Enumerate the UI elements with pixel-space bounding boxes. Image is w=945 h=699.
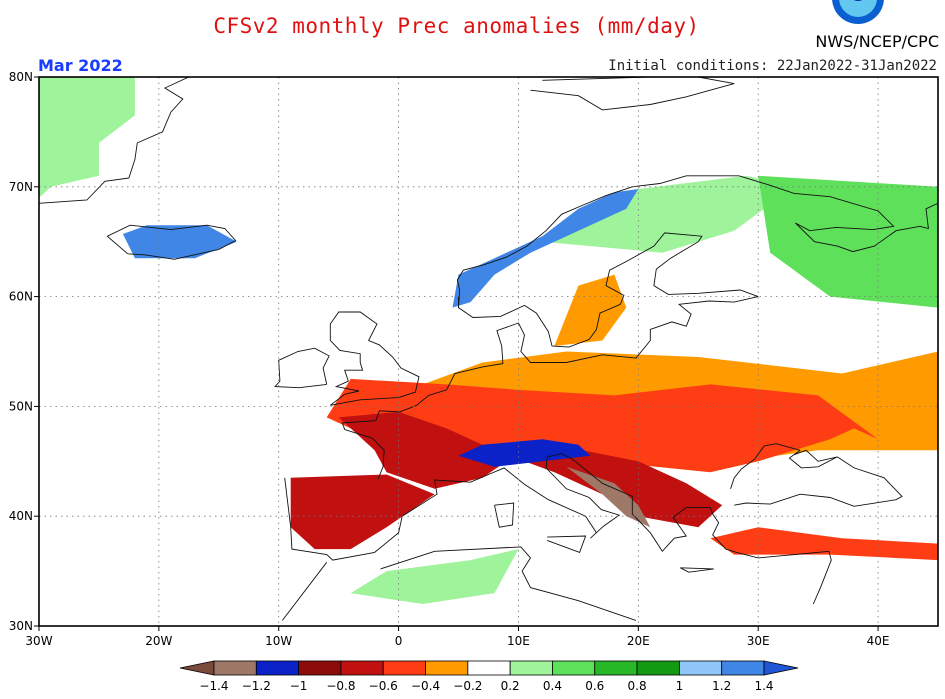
axis-ticks: 30W 20W 10W 0 10E 20E 30E 40E 30N 40N 50N 60N 70N 80N bbox=[9, 70, 890, 648]
colorbar-high-arrow bbox=[763, 660, 799, 676]
lon-tick-label: 20E bbox=[627, 634, 650, 648]
lat-tick-label: 30N bbox=[9, 619, 33, 633]
colorbar-swatch bbox=[636, 660, 680, 676]
lat-tick-label: 70N bbox=[9, 180, 33, 194]
colorbar-swatch bbox=[382, 660, 426, 676]
colorbar-label: −0.8 bbox=[326, 679, 355, 693]
colorbar-low-arrow bbox=[179, 660, 215, 676]
colorbar-label: −1 bbox=[290, 679, 308, 693]
region-turkey bbox=[710, 527, 938, 561]
colorbar-swatch bbox=[594, 660, 638, 676]
colorbar-swatch bbox=[552, 660, 596, 676]
colorbar-label: 1 bbox=[676, 679, 684, 693]
coastlines bbox=[39, 77, 938, 621]
colorbar-label: −1.4 bbox=[199, 679, 228, 693]
colorbar-label: 1.4 bbox=[754, 679, 773, 693]
lon-tick-label: 10W bbox=[265, 634, 292, 648]
lon-tick-label: 0 bbox=[395, 634, 403, 648]
colorbar-label: 0.6 bbox=[585, 679, 604, 693]
region-greenland-coast bbox=[39, 77, 135, 198]
region-north-africa bbox=[350, 549, 519, 604]
map-frame bbox=[38, 76, 939, 627]
region-northwest-russia bbox=[758, 175, 938, 308]
colorbar-label: −0.2 bbox=[453, 679, 482, 693]
lat-tick-label: 60N bbox=[9, 290, 33, 304]
colorbar-swatch bbox=[509, 660, 553, 676]
lon-tick-label: 10E bbox=[507, 634, 530, 648]
lon-tick-label: 40E bbox=[867, 634, 890, 648]
map-title: CFSv2 monthly Prec anomalies (mm/day) bbox=[213, 14, 700, 38]
colorbar-label: −1.2 bbox=[242, 679, 271, 693]
initial-conditions-label: Initial conditions: 22Jan2022-31Jan2022 bbox=[608, 58, 937, 74]
colorbar-swatch bbox=[721, 660, 765, 676]
region-balkans bbox=[566, 466, 651, 528]
colorbar-swatch bbox=[425, 660, 469, 676]
colorbar: −1.4 −1.2 −1 −0.8 −0.6 −0.4 −0.2 0.2 0.4 0.6 0.8 1 1… bbox=[179, 660, 799, 693]
colorbar-label: 0.4 bbox=[543, 679, 562, 693]
colorbar-swatch bbox=[255, 660, 300, 676]
region-iberia bbox=[290, 474, 435, 550]
colorbar-label: 1.2 bbox=[712, 679, 731, 693]
anomaly-field bbox=[39, 77, 938, 604]
colorbar-label: 0.8 bbox=[628, 679, 647, 693]
region-norwegian-coast bbox=[452, 189, 639, 308]
lat-tick-label: 80N bbox=[9, 70, 33, 84]
colorbar-label: −0.4 bbox=[411, 679, 440, 693]
lat-tick-label: 40N bbox=[9, 509, 33, 523]
colorbar-label: −0.6 bbox=[369, 679, 398, 693]
valid-month-label: Mar 2022 bbox=[38, 56, 123, 75]
region-northern-scandinavia bbox=[542, 175, 795, 253]
colorbar-swatch bbox=[213, 660, 257, 676]
graticule bbox=[39, 77, 938, 626]
colorbar-swatch bbox=[298, 660, 342, 676]
lon-tick-label: 30E bbox=[747, 634, 770, 648]
lat-tick-label: 50N bbox=[9, 399, 33, 413]
colorbar-label: 0.2 bbox=[501, 679, 520, 693]
region-iceland bbox=[122, 225, 237, 259]
lon-tick-label: 20W bbox=[145, 634, 172, 648]
colorbar-swatch bbox=[467, 660, 511, 676]
colorbar-swatch bbox=[678, 660, 723, 676]
lon-tick-label: 30W bbox=[25, 634, 52, 648]
region-southern-sweden bbox=[554, 274, 627, 346]
agency-label: NWS/NCEP/CPC bbox=[815, 32, 939, 51]
colorbar-swatch bbox=[340, 660, 384, 676]
noaa-logo-icon bbox=[832, 0, 884, 24]
region-alps bbox=[458, 439, 591, 467]
